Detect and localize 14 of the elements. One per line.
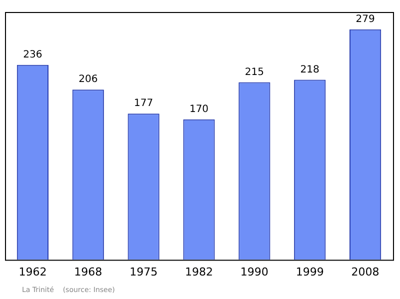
x-tick-label: 1962 (18, 265, 47, 278)
data-label: 279 (356, 14, 375, 25)
x-tick-label: 1968 (74, 265, 102, 278)
x-tick-label: 1990 (240, 265, 268, 278)
data-label: 236 (23, 49, 42, 60)
x-tick-label: 1982 (185, 265, 213, 278)
data-label: 215 (244, 66, 264, 78)
x-tick-label: 2008 (351, 265, 380, 278)
x-tick-label: 1999 (296, 265, 324, 278)
x-tick-label: 1975 (130, 265, 158, 278)
data-label: 177 (134, 98, 154, 110)
data-label: 218 (300, 64, 320, 76)
data-label: 206 (78, 74, 98, 86)
data-label: 170 (189, 104, 209, 115)
